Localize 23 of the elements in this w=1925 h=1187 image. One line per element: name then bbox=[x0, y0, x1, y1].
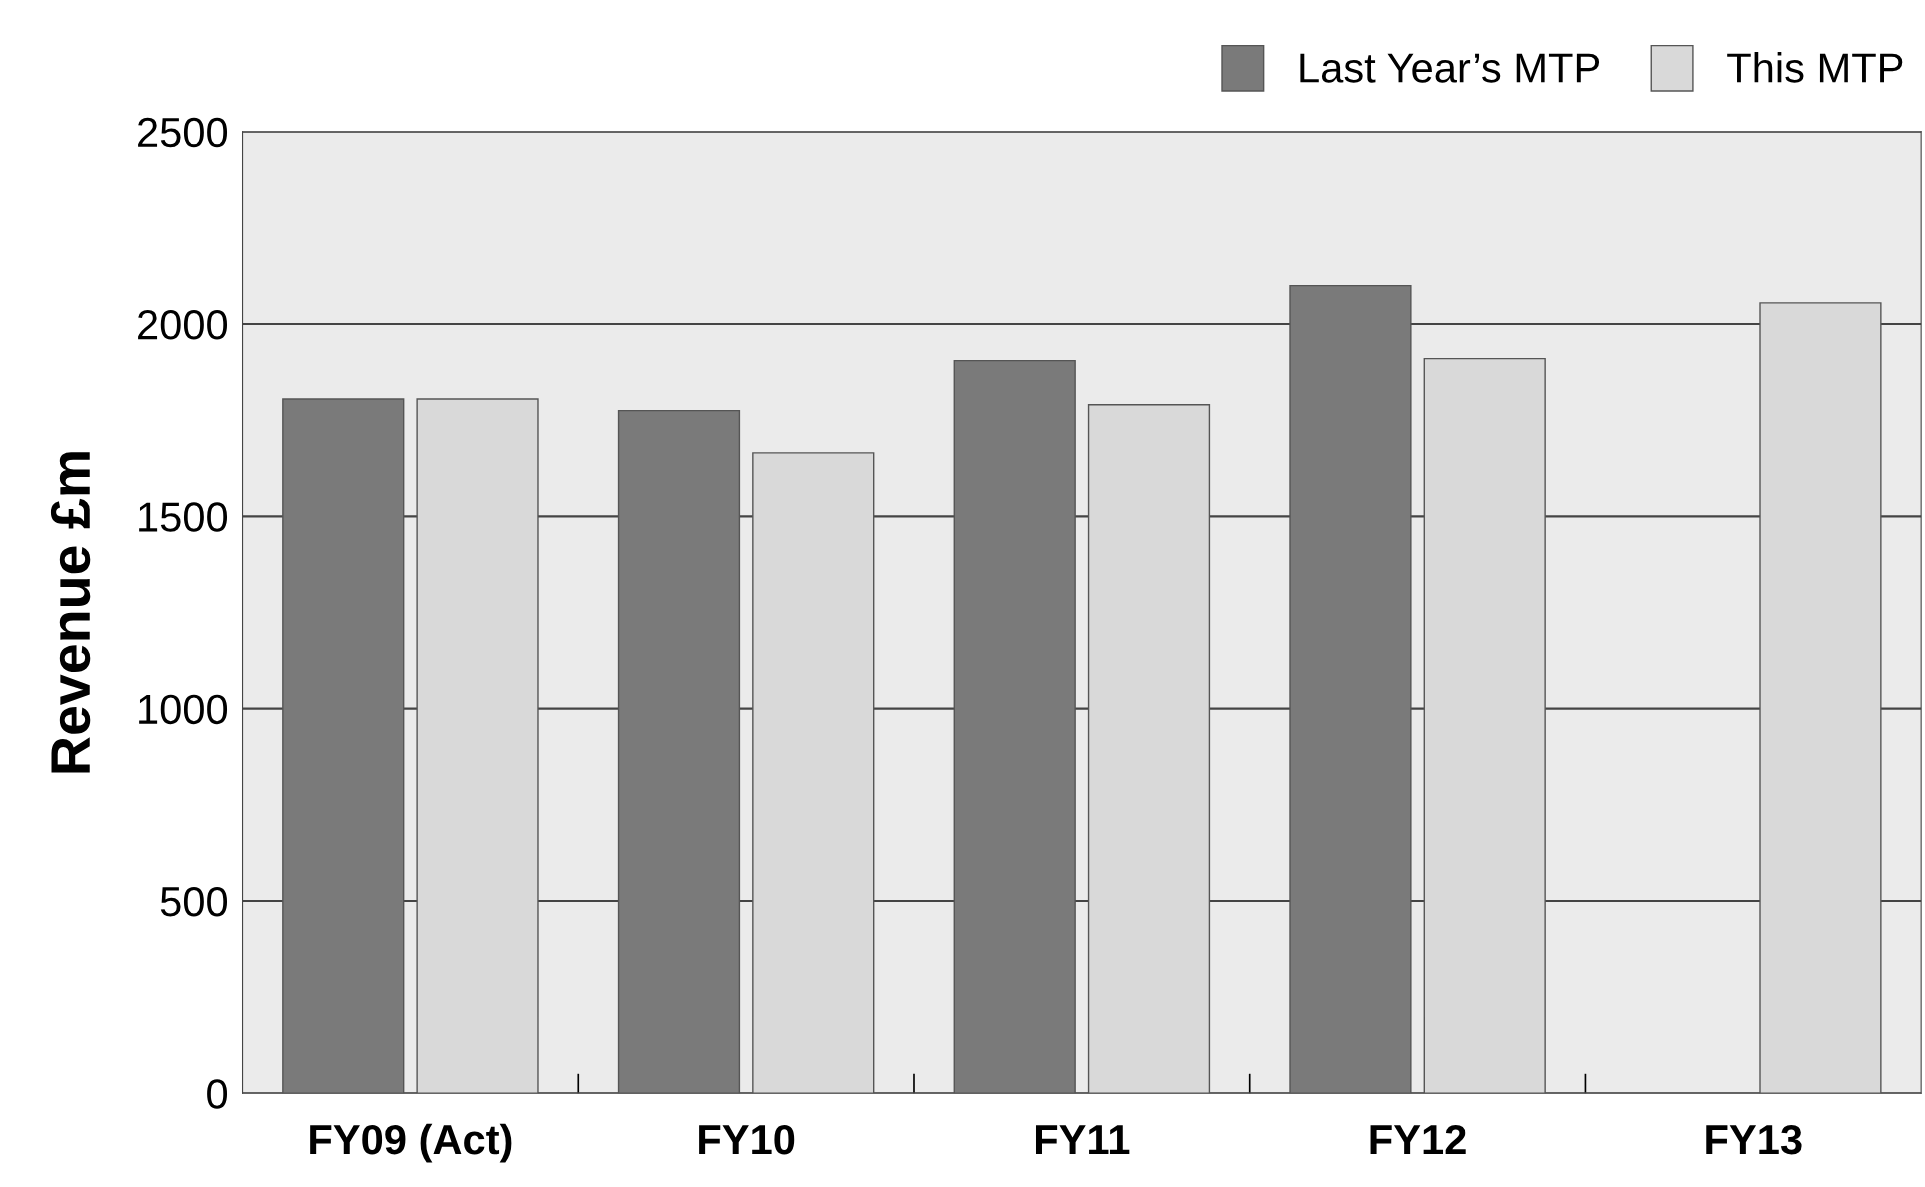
x-tick-label: FY12 bbox=[1370, 1124, 1466, 1154]
y-tick-label: 2500 bbox=[138, 117, 228, 148]
x-tick-label: FY09 (Act) bbox=[310, 1123, 512, 1163]
bar bbox=[1423, 357, 1546, 1094]
bar bbox=[617, 409, 741, 1094]
bar bbox=[416, 398, 539, 1094]
bar bbox=[752, 452, 875, 1094]
y-tick-label: 0 bbox=[207, 1079, 228, 1109]
bar bbox=[1759, 302, 1882, 1094]
legend-label: Last Year’s MTP bbox=[1300, 53, 1600, 83]
bar bbox=[282, 398, 405, 1094]
legend-label: This MTP bbox=[1727, 52, 1903, 83]
x-tick-label: FY10 bbox=[699, 1124, 795, 1155]
bar bbox=[1289, 284, 1412, 1094]
y-tick-label: 500 bbox=[160, 886, 228, 917]
y-tick-label: 1500 bbox=[139, 502, 228, 532]
x-tick-label: FY13 bbox=[1706, 1124, 1802, 1155]
y-tick-label: 2000 bbox=[138, 310, 228, 340]
x-tick-label: FY11 bbox=[1035, 1125, 1130, 1154]
bar bbox=[953, 359, 1076, 1094]
bar bbox=[1087, 404, 1211, 1094]
y-axis-title: Revenue £m bbox=[50, 452, 91, 773]
y-tick-label: 1000 bbox=[139, 694, 228, 725]
